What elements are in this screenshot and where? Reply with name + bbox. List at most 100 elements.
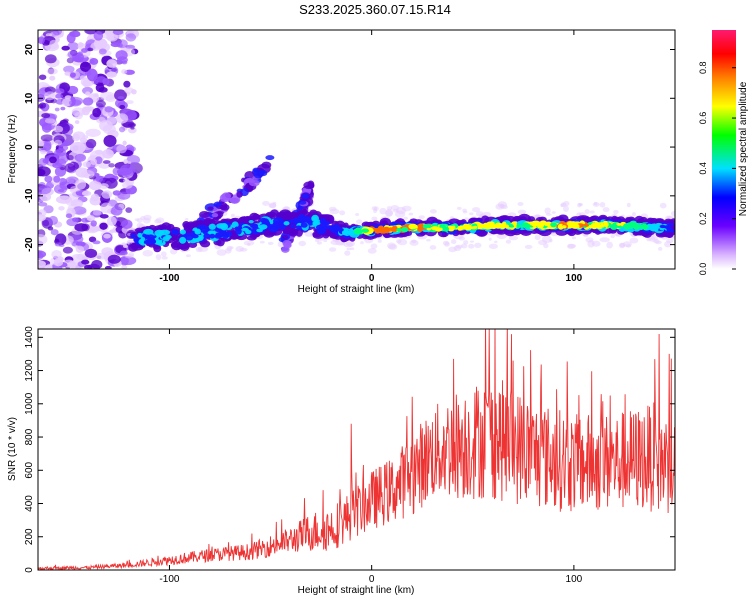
track-halo-dot <box>230 213 235 218</box>
secondary-track-blob <box>283 242 292 249</box>
y-tick-label: 1400 <box>24 326 35 349</box>
main-track-blob <box>225 231 231 235</box>
noise-blob <box>123 178 130 183</box>
noise-blob <box>99 214 109 219</box>
noise-blob <box>99 120 113 132</box>
noise-blob <box>95 83 105 93</box>
noise-blob <box>119 250 128 256</box>
track-halo-dot <box>226 245 233 252</box>
main-track-core <box>401 226 409 233</box>
track-halo-dot <box>409 239 419 246</box>
noise-blob <box>123 159 128 164</box>
main-track-blob <box>146 234 155 241</box>
track-halo-dot <box>155 254 162 260</box>
noise-blob <box>105 94 116 103</box>
main-track-core <box>571 223 580 229</box>
main-track-blob <box>498 228 504 234</box>
track-halo-dot <box>544 207 551 215</box>
track-halo-dot <box>474 242 482 248</box>
main-track-blob <box>283 221 290 226</box>
track-halo-dot <box>298 240 307 247</box>
secondary-track-blob <box>198 211 210 219</box>
track-halo-dot <box>571 236 576 240</box>
track-halo-dot <box>584 209 590 215</box>
noise-blob <box>96 76 106 83</box>
main-track-blob <box>134 227 145 234</box>
noise-blob <box>38 260 46 268</box>
noise-blob <box>40 150 47 155</box>
noise-blob <box>103 233 111 239</box>
secondary-track-blob <box>221 192 231 201</box>
noise-blob <box>108 163 115 168</box>
track-halo-dot <box>517 209 527 215</box>
noise-blob <box>72 133 80 142</box>
noise-blob <box>122 181 133 189</box>
secondary-track-blob <box>298 200 307 205</box>
noise-blob <box>112 167 121 176</box>
snr-x-axis: -100 0 100 <box>159 329 583 585</box>
track-halo-dot <box>599 237 610 243</box>
track-halo-dot <box>505 239 512 244</box>
track-halo-dot <box>277 241 284 248</box>
noise-blob <box>119 164 136 178</box>
secondary-track-blob <box>230 198 238 203</box>
noise-blob <box>117 96 125 100</box>
main-track-core <box>430 226 439 231</box>
track-halo-dot <box>394 210 406 218</box>
main-track-core <box>609 223 618 230</box>
main-track-core <box>511 221 517 226</box>
main-track-blob <box>299 215 311 222</box>
x-tick-label: 0 <box>369 273 375 284</box>
track-halo-dot <box>462 210 468 214</box>
snr-plot-area <box>38 329 675 570</box>
noise-blob <box>115 113 129 124</box>
main-track-blob <box>409 218 418 225</box>
noise-blob <box>121 265 128 269</box>
y-tick-label: -10 <box>24 188 35 203</box>
main-track-core <box>550 222 558 228</box>
noise-blob <box>64 163 76 173</box>
track-halo-dot <box>403 216 408 220</box>
noise-blob <box>95 149 104 155</box>
main-track-blob <box>155 233 162 237</box>
main-track-core <box>596 223 601 229</box>
track-halo-dot <box>185 254 191 258</box>
colorbar-gradient <box>712 30 736 269</box>
track-halo-dot <box>377 239 382 243</box>
track-halo-dot <box>463 240 469 245</box>
main-track-blob <box>457 229 466 236</box>
main-track-core <box>489 222 495 225</box>
snr-series-line <box>38 329 675 570</box>
noise-blob <box>99 222 108 230</box>
noise-blob <box>65 176 79 185</box>
main-track-blob <box>138 238 145 245</box>
secondary-track-blob <box>281 234 289 240</box>
noise-blob <box>122 121 136 129</box>
track-halo-dot <box>367 248 377 254</box>
noise-blob <box>75 245 85 253</box>
noise-blob <box>109 229 117 233</box>
main-track-core <box>384 227 390 234</box>
noise-blob <box>53 125 64 133</box>
colorbar-tick-label: 0.2 <box>698 212 708 225</box>
track-halo-dot <box>475 211 484 217</box>
noise-blob <box>44 175 53 183</box>
noise-blob <box>66 154 74 161</box>
track-halo-dot <box>591 240 601 247</box>
colorbar-axis: 0.0 0.2 0.4 0.6 0.8 <box>698 61 736 275</box>
noise-blob <box>38 157 48 167</box>
track-halo-dot <box>259 240 265 244</box>
main-track-blob <box>311 214 319 223</box>
main-track-blob <box>203 233 211 239</box>
noise-blob <box>124 87 134 94</box>
spectrogram-y-axis: -20 -10 0 10 20 <box>24 44 675 252</box>
noise-blob <box>44 54 57 64</box>
main-track-blob <box>300 222 308 228</box>
track-halo-dot <box>360 241 364 245</box>
track-halo-dot <box>267 241 274 245</box>
main-track-core <box>361 228 370 233</box>
main-track-core <box>482 223 488 228</box>
noise-blob <box>53 258 64 267</box>
